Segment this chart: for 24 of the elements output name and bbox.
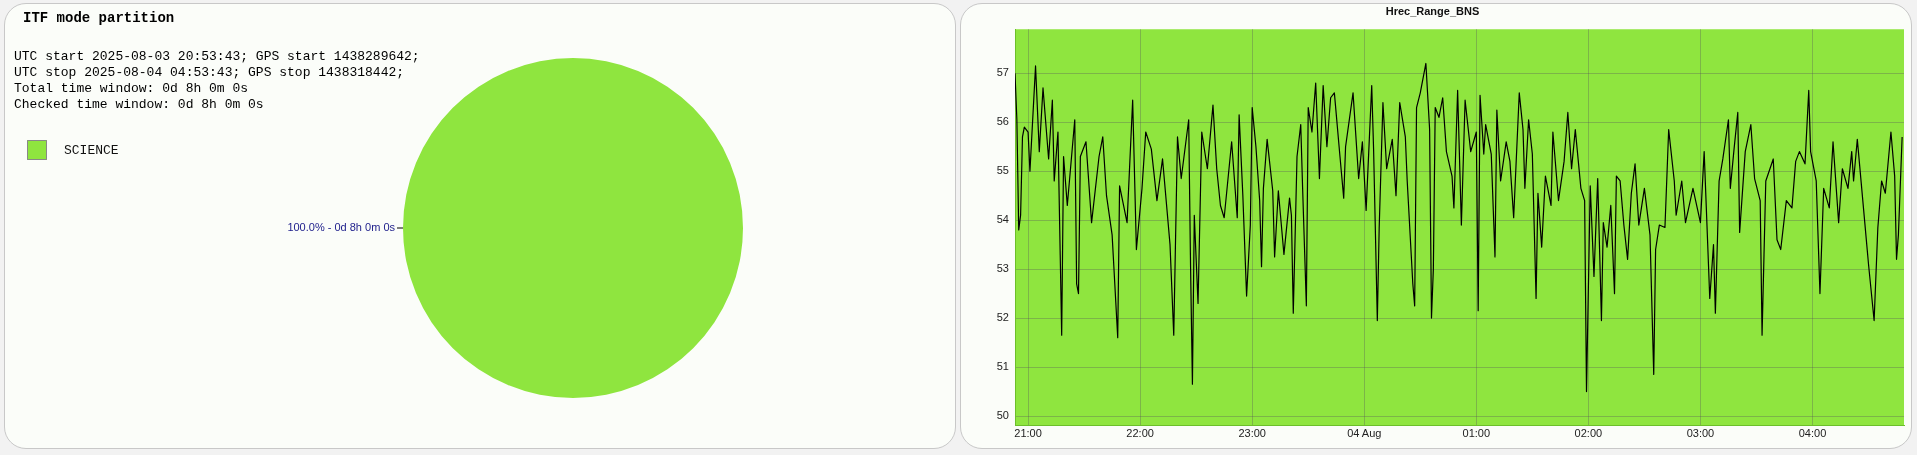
y-tick-label: 57 [996,66,1009,79]
legend-label: SCIENCE [64,143,119,159]
x-tick-label: 02:00 [1574,427,1603,440]
chart-title: ITF mode partition [23,10,175,26]
text: Checked time window: 0d 8h 0m 0s [14,97,265,113]
text: UTC stop 2025-08-04 04:53:43; GPS stop 1438318442; [14,65,406,81]
y-tick-label: 55 [996,164,1009,177]
y-tick-label: 50 [996,409,1009,422]
x-tick-label: 23:00 [1238,427,1266,440]
y-tick-label: 56 [996,115,1009,128]
y-tick-label: 53 [996,262,1009,275]
x-tick-label: 22:00 [1126,427,1154,440]
x-tick-label: 21:00 [1014,427,1042,440]
chart-title: Hrec_Range_BNS [1385,4,1480,17]
data-label: 100.0% - 0d 8h 0m 0s [287,221,396,234]
y-tick-label: 51 [996,360,1009,373]
text: Total time window: 0d 8h 0m 0s [14,81,250,97]
y-tick-label: 52 [996,311,1009,324]
x-tick-label: 04:00 [1798,427,1827,440]
text: UTC start 2025-08-03 20:53:43; GPS start 1438289642; [14,49,420,65]
y-tick-label: 54 [996,213,1009,226]
x-tick-label: 01:00 [1462,427,1491,440]
x-tick-label: 04 Aug [1347,427,1382,440]
x-tick-label: 03:00 [1686,427,1715,440]
